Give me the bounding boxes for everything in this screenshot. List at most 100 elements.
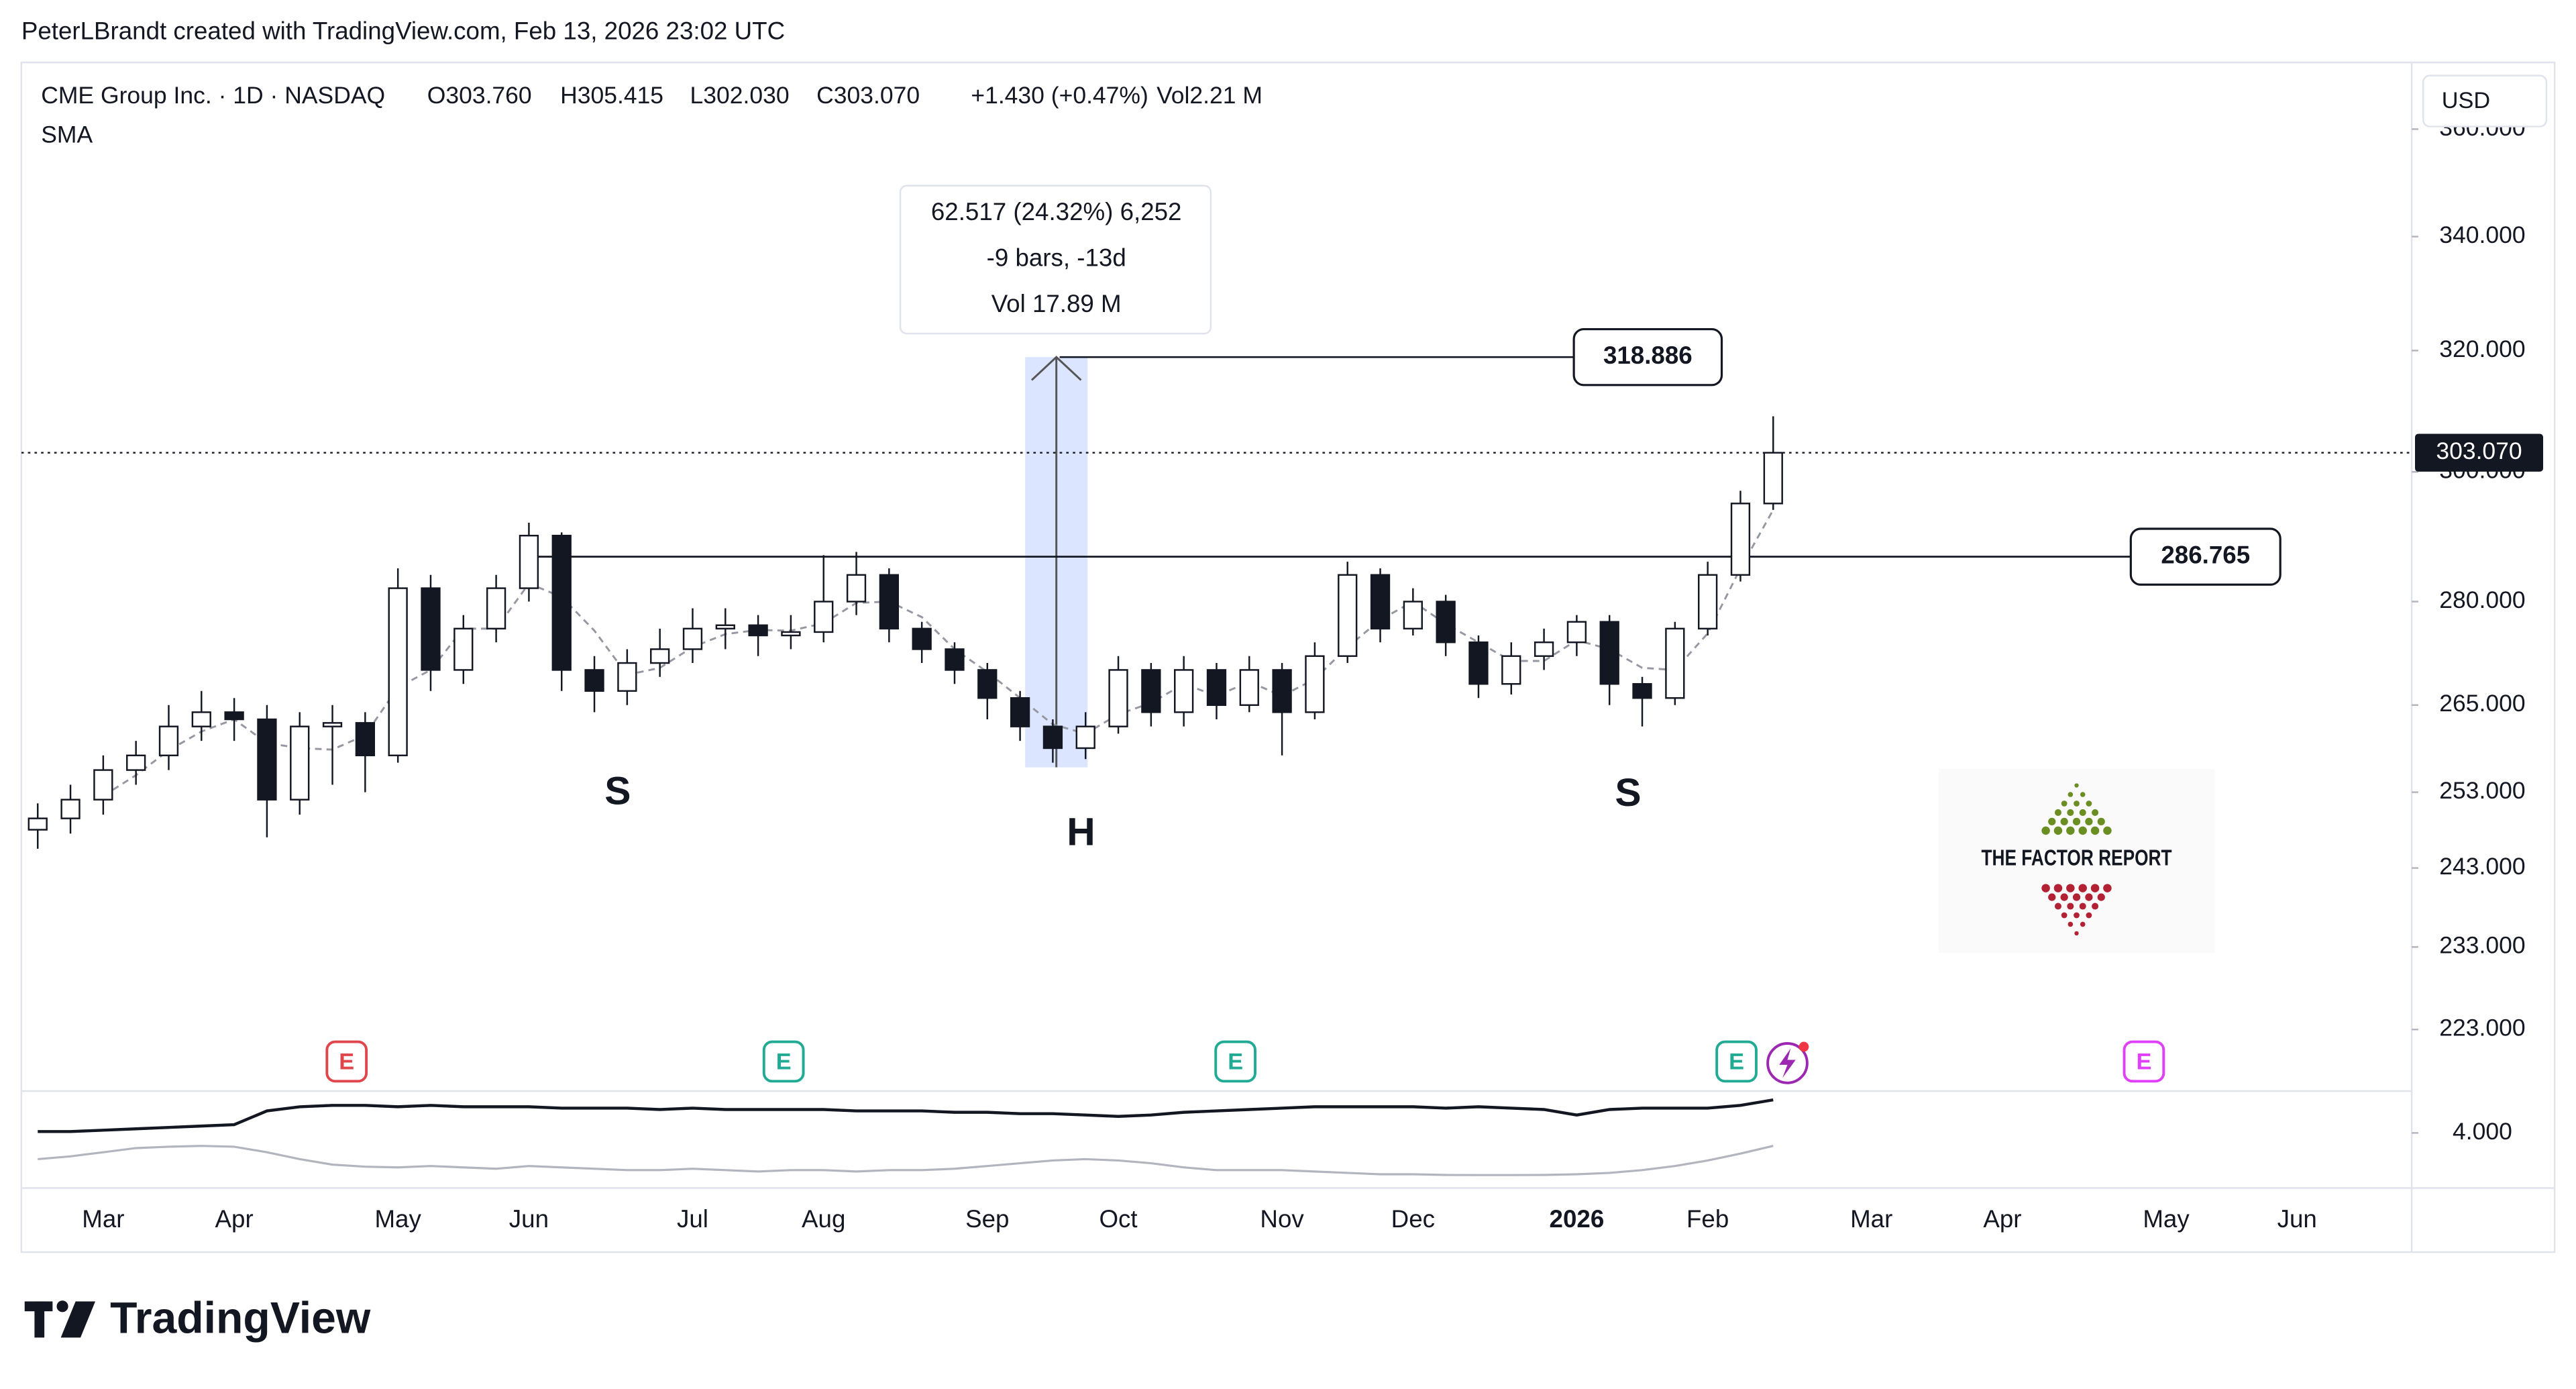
candle-body xyxy=(1436,601,1456,644)
candle-body xyxy=(257,718,277,801)
logo-shape xyxy=(60,1301,96,1338)
y-tick-label: 265.000 xyxy=(2439,690,2525,717)
x-tick-label: 2026 xyxy=(1550,1205,1605,1233)
watermark-dot xyxy=(2085,817,2093,826)
candle-body xyxy=(158,725,179,757)
candle-body xyxy=(781,631,801,637)
watermark-dot xyxy=(2068,792,2074,797)
y-tick-label: 253.000 xyxy=(2439,777,2525,804)
event-marker[interactable] xyxy=(325,1040,368,1083)
attribution: PeterLBrandt created with TradingView.co… xyxy=(21,17,785,45)
watermark-dot xyxy=(2067,903,2074,910)
candle-body xyxy=(1763,452,1783,505)
x-tick-label: Jul xyxy=(677,1205,708,1233)
candle-body xyxy=(945,648,965,671)
event-marker[interactable] xyxy=(2123,1040,2165,1083)
candle-body xyxy=(1338,574,1358,657)
candle-body xyxy=(388,587,408,757)
sma-line xyxy=(103,509,1774,797)
candle-body xyxy=(650,648,670,664)
watermark-dot xyxy=(2086,801,2092,807)
quote-field: C303.070 xyxy=(816,82,920,109)
candle-body xyxy=(1501,655,1521,685)
candle-body xyxy=(879,574,899,630)
watermark-dot xyxy=(2074,783,2079,788)
quote-field: O303.760 xyxy=(427,82,532,109)
candle-body xyxy=(1370,574,1391,630)
measure-tooltip xyxy=(899,185,1212,335)
candle-body xyxy=(748,624,768,637)
candle-body xyxy=(126,754,146,771)
y2-tick-label: 4.000 xyxy=(2453,1118,2512,1145)
watermark-dot xyxy=(2086,912,2092,919)
pattern-label: H xyxy=(1067,811,1095,854)
watermark-dot xyxy=(2080,792,2086,797)
watermark-dot xyxy=(2067,809,2074,816)
watermark-dot xyxy=(2072,893,2081,901)
event-label[interactable]: E xyxy=(1228,1049,1243,1074)
candle-body xyxy=(519,534,539,589)
candle-body xyxy=(1305,655,1325,713)
event-marker[interactable] xyxy=(1715,1040,1758,1083)
candle-body xyxy=(1239,669,1259,707)
candle-body xyxy=(1174,669,1194,713)
watermark-dot xyxy=(2074,931,2079,936)
last-price-box xyxy=(2415,433,2544,472)
tradingview-logo: TradingView xyxy=(24,1293,371,1343)
watermark-dot xyxy=(2079,903,2086,910)
y-tick-label: 320.000 xyxy=(2439,336,2525,362)
event-label[interactable]: E xyxy=(1729,1049,1744,1074)
watermark-dot xyxy=(2068,921,2074,927)
brand: TradingView xyxy=(110,1293,371,1343)
price-line-label-box xyxy=(2129,527,2282,586)
price-line-label: 318.886 xyxy=(1603,342,1693,369)
event-marker[interactable] xyxy=(1214,1040,1256,1083)
watermark-dot xyxy=(2090,884,2100,892)
candle-body xyxy=(1665,627,1685,699)
watermark-dot xyxy=(2085,893,2093,901)
candle-body xyxy=(421,587,441,671)
watermark-dot xyxy=(2092,809,2099,816)
watermark-dot xyxy=(2060,893,2068,901)
x-tick-label: Mar xyxy=(82,1205,124,1233)
chart-frame xyxy=(20,61,2556,1253)
x-tick-label: Apr xyxy=(1983,1205,2021,1233)
event-marker[interactable] xyxy=(762,1040,805,1083)
quote-field: +1.430 (+0.47%) xyxy=(971,82,1148,109)
candle-body xyxy=(551,534,572,671)
watermark-dot xyxy=(2103,884,2112,892)
event-label[interactable]: E xyxy=(776,1049,792,1074)
candle-body xyxy=(60,799,80,819)
watermark: THE FACTOR REPORT xyxy=(1938,769,2215,954)
candle-body xyxy=(224,711,244,721)
candle-body xyxy=(1730,503,1751,576)
candle-body xyxy=(1042,725,1063,750)
candle-body xyxy=(1206,669,1227,707)
candle-body xyxy=(290,725,310,801)
watermark-dot xyxy=(2041,884,2050,892)
watermark-dot xyxy=(2054,809,2061,816)
currency[interactable]: USD xyxy=(2442,88,2490,113)
candle-body xyxy=(1141,669,1161,713)
candle-body xyxy=(322,722,343,727)
candle-body xyxy=(1468,641,1489,685)
candle-body xyxy=(715,624,735,630)
symbol: CME Group Inc. · 1D · NASDAQ xyxy=(41,82,385,109)
watermark-dot xyxy=(2053,884,2063,892)
x-tick-label: Sep xyxy=(965,1205,1009,1233)
event-label[interactable]: E xyxy=(2136,1049,2151,1074)
candle-body xyxy=(191,711,211,727)
watermark-dot xyxy=(2079,809,2086,816)
x-tick-label: Apr xyxy=(215,1205,254,1233)
candle-body xyxy=(93,769,113,801)
indicator-line xyxy=(38,1145,1774,1176)
currency-button[interactable] xyxy=(2422,74,2548,127)
price-line-label-box xyxy=(1572,327,1723,387)
event-label[interactable]: E xyxy=(339,1049,354,1074)
candle-body xyxy=(1108,669,1128,727)
watermark-dot xyxy=(2097,817,2105,826)
candle-body xyxy=(977,669,998,699)
watermark-dot xyxy=(2066,826,2075,835)
y-tick-label: 280.000 xyxy=(2439,586,2525,613)
